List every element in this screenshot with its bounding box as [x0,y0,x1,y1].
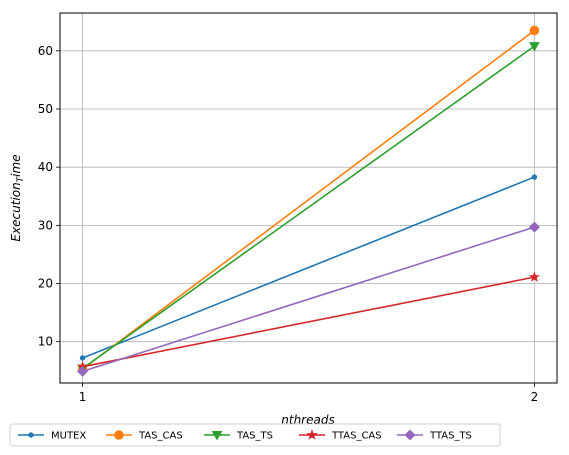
x-tick-label: 1 [79,390,87,404]
data-point-tas-cas [529,25,540,36]
series-line-tas-cas [82,29,535,370]
y-tick-label: 20 [38,277,53,291]
y-tick-label: 10 [38,335,53,349]
series-line-mutex [82,176,535,359]
legend-item-mutex: MUTEX [18,431,86,442]
legend: MUTEX TAS_CAS TAS_TS TTAS_CAS TTAS_TS [9,423,501,447]
series-tas-ts [77,42,540,374]
legend-marker-ttas-ts [404,429,416,441]
legend-frame [9,423,501,447]
legend-label: MUTEX [51,431,86,442]
series-line-tas-ts [82,45,535,370]
x-tick-label: 2 [531,390,539,404]
series-line-ttas-ts [82,226,535,373]
grid-lines [60,13,557,383]
data-point-ttas-cas [528,271,540,282]
y-axis-label: ExecutionTime [9,154,26,241]
y-axis-label-sub: T [16,175,26,182]
series-line-ttas-cas [82,276,535,368]
series-ttas-ts [77,221,540,377]
data-point-tas-ts [529,42,540,52]
legend-label: TAS_TS [236,431,273,442]
legend-label: TTAS_CAS [331,431,382,442]
legend-label: TAS_CAS [138,431,183,442]
legend-item-tas-cas: TAS_CAS [106,430,183,442]
ticks-group: 10 20 30 40 50 60 1 2 [38,44,539,404]
data-point-ttas-ts [77,365,89,377]
y-tick-label: 40 [38,160,53,174]
y-tick-label: 60 [38,44,53,58]
legend-marker-mutex [28,432,34,438]
data-point-mutex [79,355,86,361]
y-tick-label: 50 [38,102,53,116]
data-point-mutex [531,174,538,180]
series-mutex [79,174,538,361]
legend-marker-ttas-cas [306,429,318,440]
legend-item-tas-ts: TAS_TS [204,431,273,442]
legend-marker-tas-cas [114,430,124,440]
y-tick-label: 30 [38,218,53,232]
data-point-ttas-ts [528,221,540,233]
y-axis-label-main: Execution [9,182,23,241]
legend-label: TTAS_TS [429,431,472,442]
y-axis-label-tail: ime [9,154,23,176]
series-group [77,25,540,377]
legend-item-ttas-ts: TTAS_TS [397,429,472,442]
plot-frame [59,12,558,384]
legend-marker-tas-ts [211,431,223,441]
legend-item-ttas-cas: TTAS_CAS [299,429,382,442]
